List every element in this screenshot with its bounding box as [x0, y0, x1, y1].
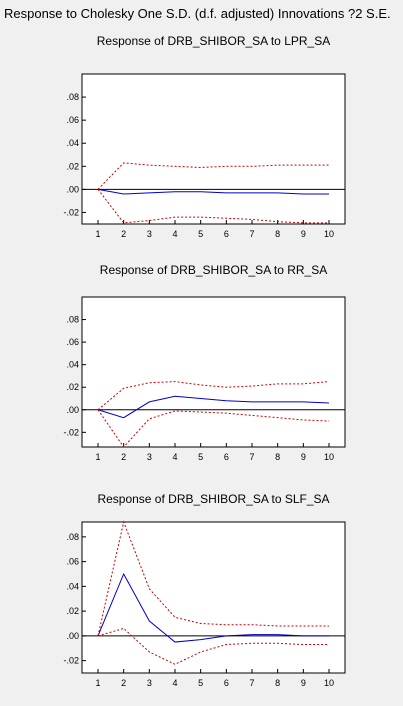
x-tick-label: 1 — [95, 229, 100, 239]
lower-band-line — [97, 189, 329, 224]
x-tick-label: 10 — [324, 229, 334, 239]
x-tick-label: 2 — [121, 229, 126, 239]
y-tick-label: .06 — [66, 557, 79, 567]
x-tick-label: 1 — [95, 678, 100, 688]
x-tick-label: 2 — [121, 678, 126, 688]
panel-title: Response of DRB_SHIBOR_SA to SLF_SA — [97, 492, 329, 506]
irf-panel-slf: Response of DRB_SHIBOR_SA to SLF_SA .08 .0… — [63, 492, 346, 688]
y-tick-label: .02 — [66, 382, 79, 392]
response-line — [97, 188, 329, 195]
upper-band-line — [97, 381, 330, 411]
panel-title: Response of DRB_SHIBOR_SA to RR_SA — [100, 263, 327, 277]
x-tick-label: 5 — [198, 229, 203, 239]
y-tick-label: .04 — [66, 360, 79, 370]
y-tick-label: .06 — [66, 115, 79, 125]
upper-band-line — [97, 520, 329, 636]
y-tick-label: .08 — [66, 532, 79, 542]
x-tick-label: 10 — [324, 452, 334, 462]
y-tick-label: -.02 — [63, 427, 79, 437]
y-tick-label: .04 — [66, 138, 79, 148]
x-tick-label: 10 — [324, 678, 334, 688]
y-tick-label: .02 — [66, 161, 79, 171]
plot-area — [81, 73, 346, 225]
plot-area — [81, 296, 346, 448]
x-tick-label: 7 — [249, 229, 254, 239]
response-line — [97, 395, 330, 419]
x-tick-label: 4 — [172, 678, 177, 688]
y-tick-label: .00 — [66, 405, 79, 415]
x-tick-label: 7 — [249, 678, 254, 688]
x-tick-label: 9 — [301, 229, 306, 239]
y-tick-label: .02 — [66, 606, 79, 616]
x-tick-label: 3 — [147, 229, 152, 239]
irf-panel-rr: Response of DRB_SHIBOR_SA to RR_SA .08 .06… — [63, 263, 346, 462]
x-tick-label: 9 — [301, 678, 306, 688]
lower-band-line — [97, 627, 329, 665]
y-tick-label: .08 — [66, 315, 79, 325]
y-tick-label: -.02 — [63, 656, 79, 666]
y-tick-label: .06 — [66, 337, 79, 347]
y-tick-label: .08 — [66, 92, 79, 102]
y-tick-label: .04 — [66, 581, 79, 591]
response-line — [97, 572, 329, 643]
x-tick-label: 8 — [275, 452, 280, 462]
plot-area — [81, 521, 346, 674]
x-tick-label: 5 — [198, 678, 203, 688]
x-tick-label: 4 — [172, 229, 177, 239]
x-tick-label: 2 — [121, 452, 126, 462]
x-tick-label: 3 — [147, 452, 152, 462]
lower-band-line — [97, 409, 330, 448]
x-tick-label: 6 — [224, 229, 229, 239]
upper-band-line — [97, 162, 329, 190]
irf-panel-lpr: Response of DRB_SHIBOR_SA to LPR_SA .08 .0… — [63, 34, 346, 239]
x-tick-label: 8 — [275, 678, 280, 688]
figure-title: Response to Cholesky One S.D. (d.f. adju… — [4, 6, 391, 21]
x-tick-label: 4 — [172, 452, 177, 462]
x-tick-label: 6 — [224, 452, 229, 462]
y-tick-label: .00 — [66, 184, 79, 194]
x-tick-label: 5 — [198, 452, 203, 462]
x-tick-label: 6 — [224, 678, 229, 688]
x-tick-label: 7 — [249, 452, 254, 462]
panel-title: Response of DRB_SHIBOR_SA to LPR_SA — [97, 34, 330, 48]
x-tick-label: 3 — [147, 678, 152, 688]
x-tick-label: 1 — [95, 452, 100, 462]
y-tick-label: .00 — [66, 631, 79, 641]
x-tick-label: 8 — [275, 229, 280, 239]
y-tick-label: -.02 — [63, 207, 79, 217]
x-tick-label: 9 — [301, 452, 306, 462]
